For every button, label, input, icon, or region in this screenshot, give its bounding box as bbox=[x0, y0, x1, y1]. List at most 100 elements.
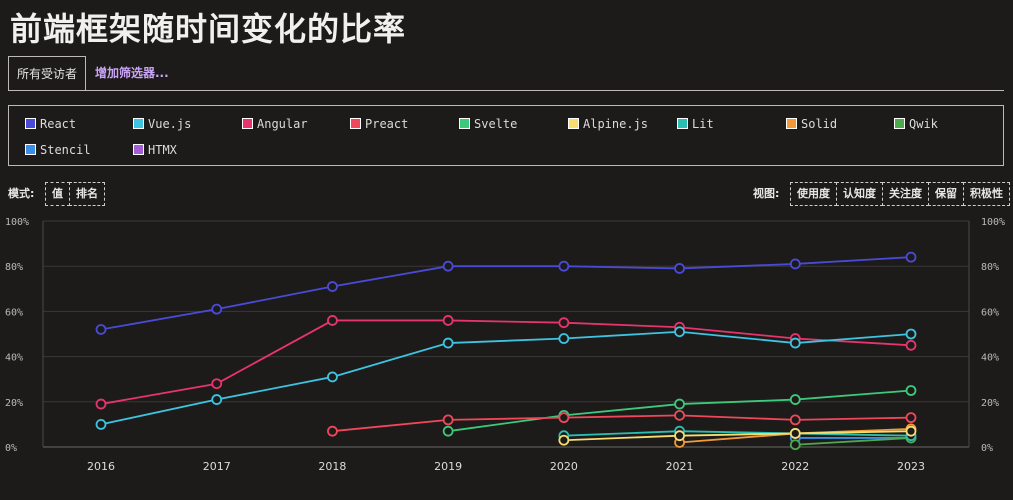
legend-item-alpine-js[interactable]: Alpine.js bbox=[568, 116, 648, 132]
view-positivity-button[interactable]: 积极性 bbox=[963, 182, 1010, 206]
y-tick-label-left: 20% bbox=[5, 398, 23, 409]
data-point-angular bbox=[905, 339, 917, 351]
legend-swatch bbox=[133, 144, 144, 155]
legend-label: React bbox=[40, 117, 77, 131]
legend-swatch bbox=[242, 118, 253, 129]
data-point-react bbox=[327, 281, 338, 292]
legend-swatch bbox=[677, 118, 688, 129]
x-tick-label: 2017 bbox=[203, 460, 231, 473]
data-point-vue-js bbox=[211, 394, 223, 405]
data-point-svelte bbox=[789, 394, 801, 405]
legend-swatch bbox=[459, 118, 470, 129]
data-point-alpine-js bbox=[905, 425, 917, 437]
legend-item-vue-js[interactable]: Vue.js bbox=[133, 116, 191, 132]
legend-label: Solid bbox=[801, 117, 838, 131]
legend-swatch bbox=[568, 118, 579, 129]
y-tick-label-right: 60% bbox=[981, 307, 999, 318]
data-point-vue-js bbox=[95, 418, 107, 430]
y-tick-label-left: 40% bbox=[5, 353, 23, 364]
legend-label: Svelte bbox=[474, 117, 518, 131]
mode-label: 模式: bbox=[8, 187, 35, 200]
legend-label: Lit bbox=[692, 117, 714, 131]
add-filter-button[interactable]: 增加筛选器... bbox=[95, 66, 169, 80]
y-tick-label-left: 80% bbox=[5, 262, 23, 273]
series-line-react bbox=[100, 256, 912, 331]
legend-item-lit[interactable]: Lit bbox=[677, 116, 714, 132]
data-point-angular bbox=[95, 398, 107, 410]
data-point-preact bbox=[789, 414, 801, 426]
legend-swatch bbox=[25, 118, 36, 129]
series-line-vue-js bbox=[100, 330, 912, 426]
x-tick-label: 2019 bbox=[434, 460, 462, 473]
legend-label: HTMX bbox=[148, 143, 177, 157]
data-point-vue-js bbox=[789, 337, 801, 349]
legend-label: Vue.js bbox=[148, 117, 192, 131]
data-point-react bbox=[211, 303, 223, 315]
data-point-preact bbox=[327, 425, 338, 437]
x-tick-label: 2020 bbox=[550, 460, 578, 473]
series-line-alpine-js bbox=[563, 430, 912, 442]
data-point-vue-js bbox=[558, 333, 570, 344]
legend-item-qwik[interactable]: Qwik bbox=[894, 116, 938, 132]
chart-legend: React Vue.js Angular Preact Svelte Alpine.js L… bbox=[8, 105, 1004, 166]
y-tick-label-right: 80% bbox=[981, 262, 999, 273]
legend-swatch bbox=[894, 118, 905, 129]
y-tick-label-right: 40% bbox=[981, 353, 999, 364]
series-line-qwik bbox=[795, 437, 912, 446]
view-usage-button[interactable]: 使用度 bbox=[790, 182, 837, 206]
series-line-lit bbox=[563, 430, 912, 437]
legend-item-stencil[interactable]: Stencil bbox=[25, 142, 91, 158]
data-point-alpine-js bbox=[674, 430, 685, 442]
data-point-react bbox=[558, 260, 570, 272]
data-point-svelte bbox=[905, 385, 917, 396]
legend-label: Preact bbox=[365, 117, 409, 131]
legend-item-htmx[interactable]: HTMX bbox=[133, 142, 177, 158]
legend-item-react[interactable]: React bbox=[25, 116, 76, 132]
data-point-preact bbox=[558, 412, 570, 424]
data-point-react bbox=[789, 258, 801, 270]
legend-label: Angular bbox=[257, 117, 308, 131]
data-point-react bbox=[905, 251, 917, 263]
tab-all-respondents[interactable]: 所有受访者 bbox=[8, 56, 87, 90]
y-tick-label-left: 100% bbox=[5, 217, 29, 228]
data-point-react bbox=[674, 263, 685, 274]
legend-item-preact[interactable]: Preact bbox=[350, 116, 408, 132]
view-awareness-button[interactable]: 认知度 bbox=[836, 182, 883, 206]
legend-label: Qwik bbox=[909, 117, 938, 131]
series-line-angular bbox=[100, 319, 912, 405]
data-point-qwik bbox=[789, 439, 801, 451]
legend-item-angular[interactable]: Angular bbox=[242, 116, 308, 132]
view-interest-button[interactable]: 关注度 bbox=[882, 182, 929, 206]
data-point-alpine-js bbox=[789, 428, 801, 439]
data-point-angular bbox=[558, 317, 570, 329]
data-point-preact bbox=[674, 409, 685, 421]
data-point-react bbox=[95, 324, 107, 335]
y-tick-label-right: 20% bbox=[981, 398, 999, 409]
y-tick-label-right: 100% bbox=[981, 217, 1005, 228]
x-tick-label: 2023 bbox=[897, 460, 925, 473]
legend-swatch bbox=[786, 118, 797, 129]
legend-item-solid[interactable]: Solid bbox=[786, 116, 837, 132]
data-point-svelte bbox=[442, 425, 454, 437]
data-point-svelte bbox=[674, 398, 685, 410]
legend-item-svelte[interactable]: Svelte bbox=[459, 116, 517, 132]
x-tick-label: 2022 bbox=[781, 460, 809, 473]
data-point-vue-js bbox=[327, 371, 338, 383]
data-point-vue-js bbox=[674, 326, 685, 338]
data-point-vue-js bbox=[442, 337, 454, 349]
series-line-preact bbox=[332, 414, 912, 433]
data-point-angular bbox=[327, 315, 338, 326]
data-point-react bbox=[442, 260, 454, 272]
legend-swatch bbox=[25, 144, 36, 155]
data-point-vue-js bbox=[905, 328, 917, 340]
y-tick-label-left: 60% bbox=[5, 307, 23, 318]
x-tick-label: 2021 bbox=[666, 460, 694, 473]
mode-rank-button[interactable]: 排名 bbox=[69, 182, 105, 206]
data-point-preact bbox=[905, 412, 917, 424]
y-tick-label-left: 0% bbox=[5, 443, 17, 454]
view-label: 视图: bbox=[753, 187, 780, 200]
data-point-preact bbox=[442, 414, 454, 426]
legend-label: Alpine.js bbox=[583, 117, 649, 131]
data-point-angular bbox=[211, 378, 223, 390]
